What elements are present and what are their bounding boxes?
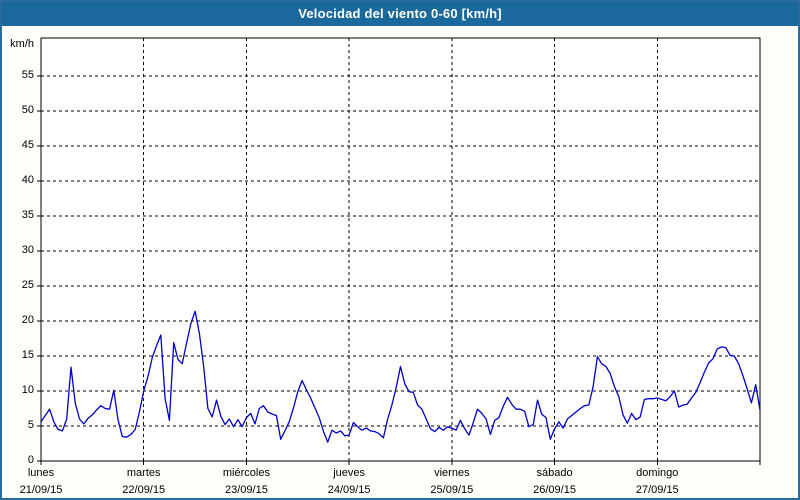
x-day-date: 26/09/15 [533,484,576,496]
x-day-name: jueves [333,467,366,479]
x-day-date: 22/09/15 [122,484,166,496]
wind-speed-line [40,310,761,443]
x-day-name: viernes [434,467,470,479]
y-tick-label: 30 [21,244,34,256]
y-tick-label: 25 [21,279,34,291]
plot-area [40,37,761,462]
y-tick-label: 55 [21,69,34,81]
y-tick-label: 45 [21,139,34,151]
y-tick-label: 40 [21,174,34,186]
y-tick-label: 5 [27,419,34,431]
x-day-name: domingo [636,467,679,479]
y-axis-unit-label: km/h [10,38,34,50]
x-day-date: 24/09/15 [327,484,371,496]
x-day-name: martes [126,467,161,479]
window-title-bar: Velocidad del viento 0-60 [km/h] [0,0,800,26]
y-tick-label: 20 [21,314,34,326]
x-day-name: sábado [536,467,573,479]
x-day-date: 23/09/15 [225,484,268,496]
y-tick-label: 50 [21,104,34,116]
y-tick-label: 15 [21,349,34,361]
x-day-date: 25/09/15 [430,484,474,496]
y-tick-label: 0 [27,454,34,466]
y-tick-label: 35 [21,209,34,221]
x-day-date: 21/09/15 [19,484,63,496]
x-day-name: lunes [27,467,55,479]
x-day-date: 27/09/15 [635,484,679,496]
x-day-name: miércoles [222,467,270,479]
chart-title: Velocidad del viento 0-60 [km/h] [298,5,502,21]
y-tick-label: 10 [21,384,34,396]
